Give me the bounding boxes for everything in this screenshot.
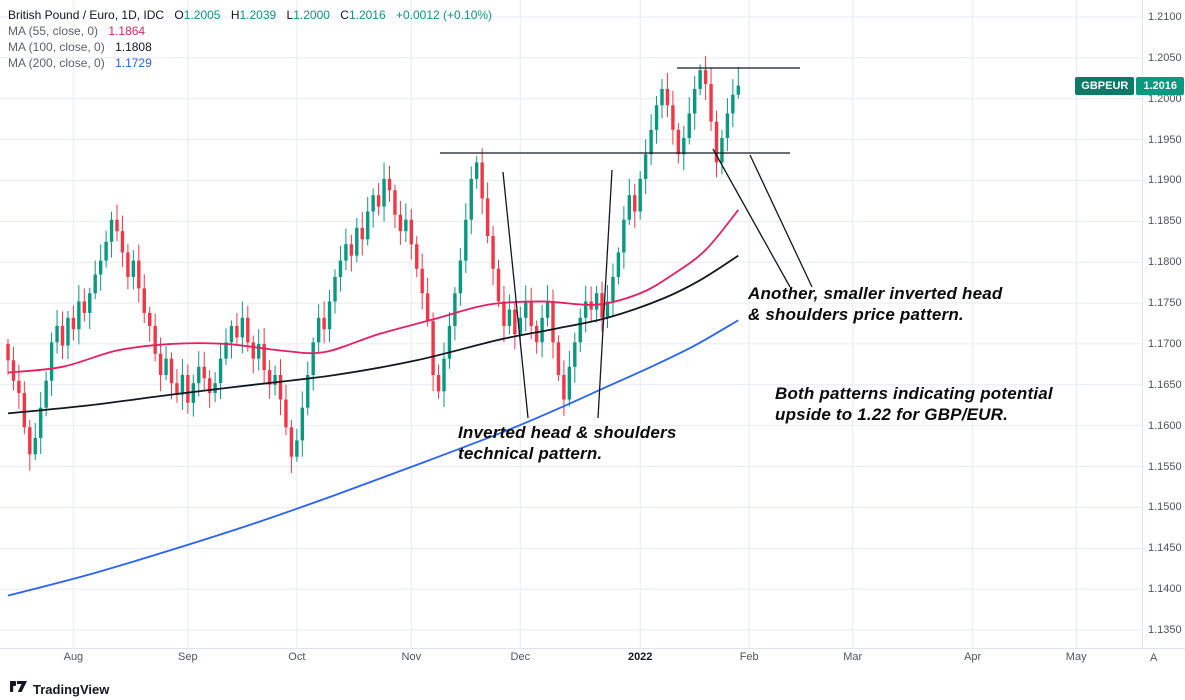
open-value: 1.2005 xyxy=(183,8,221,22)
price-tick-label: 1.1500 xyxy=(1148,501,1182,514)
auto-scale-button[interactable]: A xyxy=(1150,652,1158,664)
time-tick-label: Nov xyxy=(401,651,422,663)
symbol-title[interactable]: British Pound / Euro, 1D, IDC xyxy=(8,8,165,22)
high-label: H xyxy=(230,8,240,22)
price-axis-separator xyxy=(1142,0,1143,648)
time-tick-label: Aug xyxy=(63,651,84,663)
ma55-label: MA (55, close, 0) xyxy=(8,24,99,38)
time-tick-label: 2022 xyxy=(627,651,653,663)
change-value: +0.0012 (+0.10%) xyxy=(395,8,493,22)
last-price-chip: 1.2016 xyxy=(1136,76,1184,95)
high-value: 1.2039 xyxy=(239,8,277,22)
ma55-line xyxy=(7,209,739,374)
close-label: C xyxy=(340,8,349,22)
grid-layer xyxy=(0,0,1142,648)
price-tick-label: 1.1700 xyxy=(1148,337,1182,350)
ma200-legend-row[interactable]: MA (200, close, 0) 1.1729 xyxy=(8,56,492,71)
annotation-line: Both patterns indicating potential xyxy=(775,384,1053,403)
time-tick-label: Mar xyxy=(843,651,863,663)
price-tick-label: 1.1850 xyxy=(1148,215,1182,228)
candles-layer xyxy=(6,56,740,473)
price-tick-label: 1.1550 xyxy=(1148,460,1182,473)
price-tick-label: 1.1650 xyxy=(1148,378,1182,391)
annotation-line: & shoulders price pattern. xyxy=(748,305,964,324)
time-tick-label: Oct xyxy=(288,651,306,663)
price-tick-label: 1.1450 xyxy=(1148,542,1182,555)
low-value: 1.2000 xyxy=(293,8,330,22)
last-price-badge: GBPEUR 1.2016 xyxy=(1075,76,1184,95)
time-axis-separator xyxy=(0,648,1185,649)
price-tick-label: 1.1950 xyxy=(1148,133,1182,146)
ma200-value: 1.1729 xyxy=(115,56,152,70)
symbol-legend-row[interactable]: British Pound / Euro, 1D, IDC O1.2005 H1… xyxy=(8,8,492,23)
price-tick-label: 1.1800 xyxy=(1148,256,1182,269)
tradingview-logo-icon xyxy=(10,680,28,698)
annotation-line: Inverted head & shoulders xyxy=(458,423,677,442)
price-tick-label: 1.2000 xyxy=(1148,92,1182,105)
legend: British Pound / Euro, 1D, IDC O1.2005 H1… xyxy=(8,8,492,72)
price-tick-label: 1.1900 xyxy=(1148,174,1182,187)
ma55-legend-row[interactable]: MA (55, close, 0) 1.1864 xyxy=(8,24,492,39)
ma200-label: MA (200, close, 0) xyxy=(8,56,105,70)
close-value: 1.2016 xyxy=(348,8,386,22)
price-tick-label: 1.1750 xyxy=(1148,297,1182,310)
ma100-value: 1.1808 xyxy=(115,40,152,54)
price-tick-label: 1.1600 xyxy=(1148,419,1182,432)
time-tick-label: Dec xyxy=(510,651,531,663)
price-tick-label: 1.1400 xyxy=(1148,583,1182,596)
drawings-layer xyxy=(440,67,813,419)
ma200-line xyxy=(7,319,739,597)
open-label: O xyxy=(174,8,184,22)
time-tick-label: Sep xyxy=(178,651,198,663)
annotation-line: technical pattern. xyxy=(458,444,603,463)
tradingview-logo-text: TradingView xyxy=(33,681,110,697)
annotation-large-inverted-hs[interactable]: Inverted head & shoulders technical patt… xyxy=(458,422,677,464)
tradingview-logo[interactable]: TradingView xyxy=(10,680,109,698)
price-tick-label: 1.2100 xyxy=(1148,11,1182,23)
ma100-label: MA (100, close, 0) xyxy=(8,40,105,54)
annotation-line: upside to 1.22 for GBP/EUR. xyxy=(775,405,1009,424)
annotation-line: Another, smaller inverted head xyxy=(748,284,1003,303)
price-tick-label: 1.1350 xyxy=(1148,624,1182,636)
price-tick-label: 1.2050 xyxy=(1148,51,1182,64)
ma100-legend-row[interactable]: MA (100, close, 0) 1.1808 xyxy=(8,40,492,55)
annotation-small-inverted-hs[interactable]: Another, smaller inverted head & shoulde… xyxy=(748,283,1002,325)
time-tick-label: Feb xyxy=(739,651,759,663)
time-tick-label: Apr xyxy=(964,651,982,663)
symbol-chip: GBPEUR xyxy=(1075,76,1135,95)
annotation-upside-target[interactable]: Both patterns indicating potential upsid… xyxy=(775,383,1053,425)
low-label: L xyxy=(286,8,294,22)
ma55-value: 1.1864 xyxy=(108,24,146,38)
time-tick-label: May xyxy=(1065,651,1087,663)
ma100-line xyxy=(7,254,739,415)
